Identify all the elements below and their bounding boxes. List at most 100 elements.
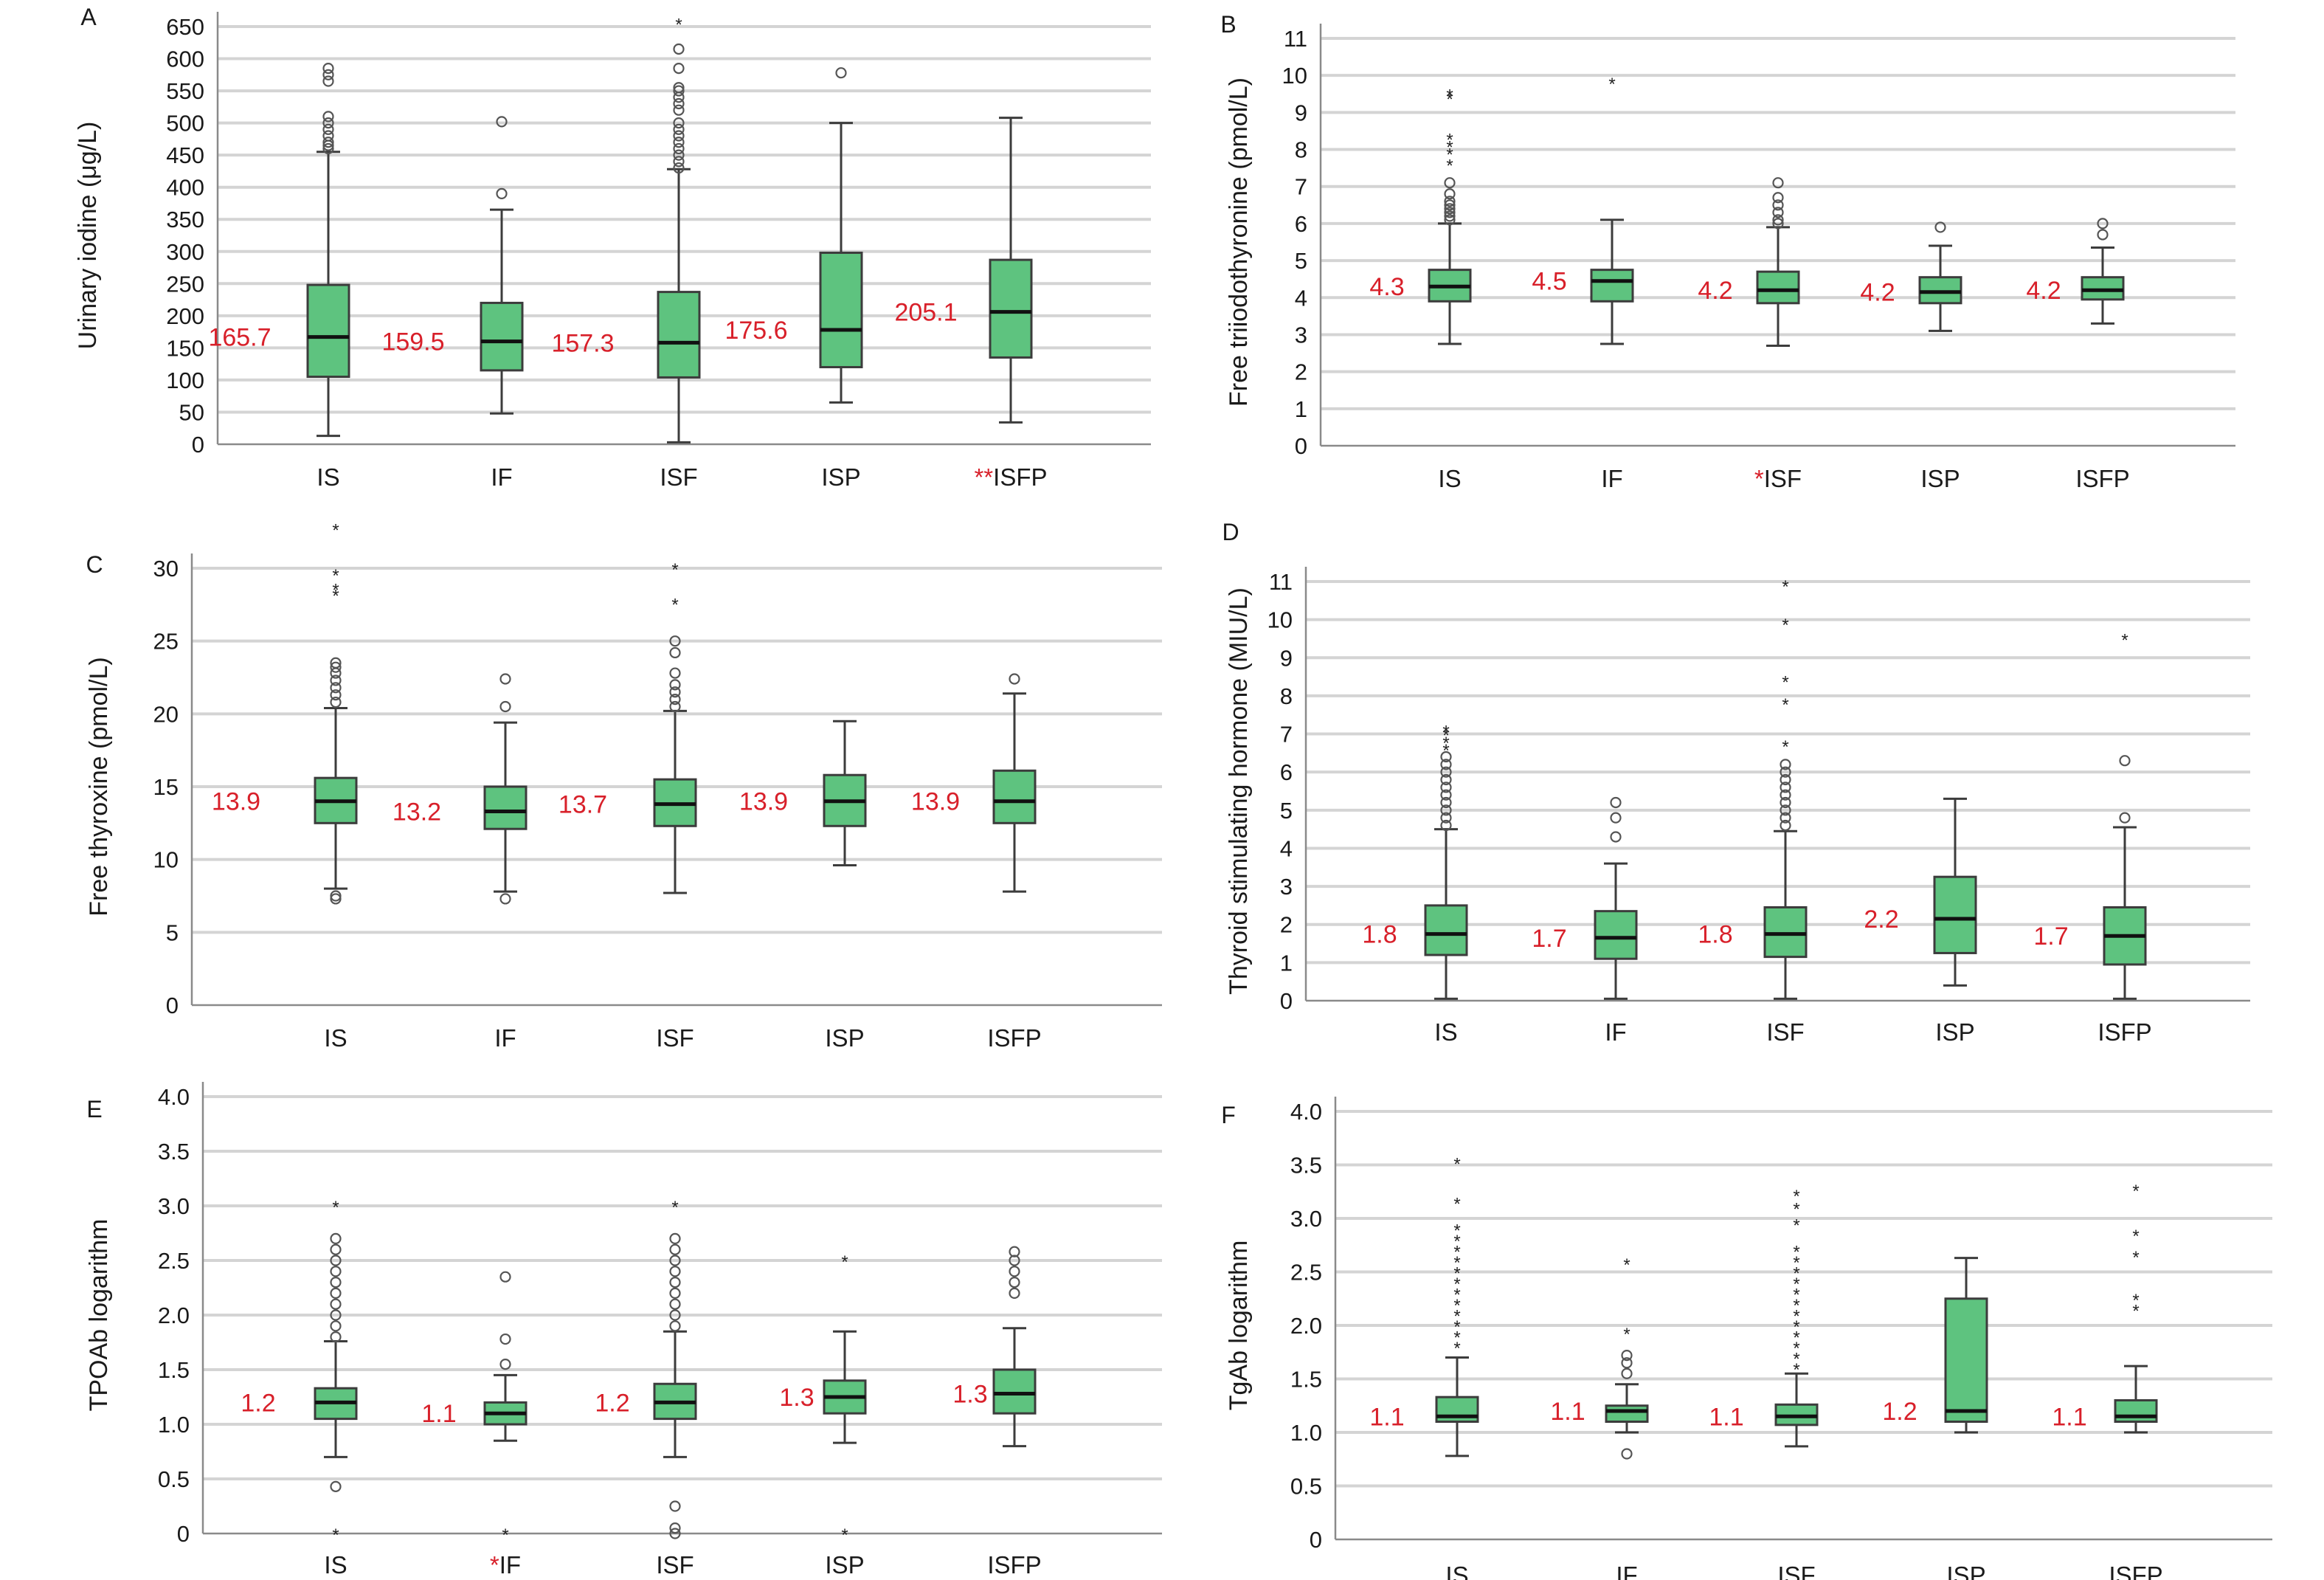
iqr-box xyxy=(1763,905,1808,959)
box-isfp xyxy=(992,673,1037,893)
iqr-box xyxy=(1605,1404,1649,1423)
extreme-point: * xyxy=(2132,1248,2139,1268)
y-tick-label: 7 xyxy=(1295,174,1307,200)
outlier-point xyxy=(1772,218,1784,230)
iqr-box xyxy=(992,769,1037,824)
outlier-point xyxy=(1009,1255,1020,1266)
outlier-point xyxy=(1444,177,1456,189)
y-tick-label: 450 xyxy=(166,142,204,168)
median-value-label: 13.9 xyxy=(212,788,260,816)
outlier-point xyxy=(669,1243,681,1255)
outlier-point xyxy=(673,130,685,142)
median-value-label: 1.7 xyxy=(1532,925,1566,953)
category-label: ISF xyxy=(1777,1562,1815,1580)
box-isf: * xyxy=(653,1198,697,1539)
y-tick-label: 3.5 xyxy=(158,1139,190,1165)
outlier-point xyxy=(499,1271,511,1283)
panel-d: D 0 1 2 3 4 5 6 7 8 9 10 11 Thyroid stimulating hormo… xyxy=(1222,519,2250,1046)
median-value-label: 13.7 xyxy=(558,791,607,819)
extreme-point: * xyxy=(2132,1227,2139,1246)
outlier-point xyxy=(1444,207,1456,218)
category-label: IS xyxy=(317,463,339,491)
category-label: IS xyxy=(1438,465,1461,492)
outlier-point xyxy=(1621,1448,1633,1460)
category-label: *ISF xyxy=(1754,465,1802,492)
outlier-point xyxy=(499,700,511,713)
outlier-point xyxy=(1780,819,1791,832)
category-name: IS xyxy=(1445,1562,1468,1580)
outlier-point xyxy=(499,1333,511,1345)
box-isf: ** xyxy=(653,560,697,894)
box-if: * xyxy=(1590,75,1634,345)
outlier-point xyxy=(669,1276,681,1289)
extreme-point: * xyxy=(1793,1328,1799,1348)
outlier-point xyxy=(1621,1349,1633,1362)
outlier-point xyxy=(669,1255,681,1266)
outlier-point xyxy=(330,1320,342,1332)
y-tick-label: 300 xyxy=(166,239,204,265)
panel-letter: B xyxy=(1220,11,1236,38)
median-value-label: 157.3 xyxy=(551,329,614,357)
median-value-label: 1.2 xyxy=(241,1389,275,1417)
extreme-point: * xyxy=(1453,1274,1460,1294)
outlier-point xyxy=(1440,759,1452,770)
outlier-point xyxy=(1780,796,1791,809)
median-value-label: 1.1 xyxy=(1550,1398,1585,1426)
box-isfp xyxy=(989,117,1033,424)
extreme-point: * xyxy=(332,581,339,601)
outlier-point xyxy=(673,149,685,161)
iqr-box xyxy=(1756,270,1800,305)
panel-letter: A xyxy=(80,4,97,30)
extreme-point: * xyxy=(2132,1291,2139,1311)
category-name: ISP xyxy=(1946,1562,1985,1580)
extreme-point: * xyxy=(1793,1264,1799,1284)
box-if xyxy=(480,116,524,415)
panel-b: B 0 1 2 3 4 5 6 7 8 9 10 11 Free triiodothyronine (pm… xyxy=(1220,11,2235,492)
outlier-point xyxy=(673,156,685,168)
extreme-point: * xyxy=(1793,1350,1799,1370)
category-name: ISFP xyxy=(987,1551,1041,1579)
category-name: ISP xyxy=(821,463,860,491)
significance-marker: * xyxy=(490,1551,499,1579)
outlier-point xyxy=(330,890,342,902)
y-tick-label: 2 xyxy=(1280,912,1293,938)
category-label: ISP xyxy=(825,1024,864,1052)
box-if: * xyxy=(483,1271,528,1545)
y-tick-label: 0 xyxy=(1310,1527,1322,1553)
iqr-box xyxy=(1944,1297,1988,1423)
category-label: ISF xyxy=(656,1024,694,1052)
box-isf: *************** xyxy=(1774,1187,1819,1448)
outlier-point xyxy=(1780,812,1791,824)
y-tick-label: 10 xyxy=(1268,607,1293,633)
outlier-point xyxy=(1440,804,1452,816)
extreme-point: * xyxy=(841,1525,848,1545)
median-value-label: 1.8 xyxy=(1362,921,1397,949)
y-tick-label: 4 xyxy=(1295,285,1307,311)
box-isfp xyxy=(2081,218,2125,325)
y-tick-label: 400 xyxy=(166,175,204,201)
outlier-point xyxy=(1440,789,1452,801)
outlier-point xyxy=(1610,796,1622,809)
extreme-point: * xyxy=(1453,1264,1460,1284)
extreme-point: * xyxy=(2132,1181,2139,1201)
y-tick-label: 7 xyxy=(1280,722,1293,748)
extreme-point: * xyxy=(2121,630,2128,650)
category-name: ISF xyxy=(1777,1562,1815,1580)
extreme-point: * xyxy=(1453,1296,1460,1316)
category-label: ISP xyxy=(1946,1562,1985,1580)
category-name: ISF xyxy=(656,1024,694,1052)
extreme-point: * xyxy=(1453,1328,1460,1348)
extreme-point: * xyxy=(1453,1286,1460,1305)
outlier-point xyxy=(669,679,681,691)
outlier-point xyxy=(322,123,334,135)
outlier-point xyxy=(1440,819,1452,832)
median-value-label: 13.9 xyxy=(911,788,960,816)
outlier-point xyxy=(1009,1287,1020,1300)
outlier-point xyxy=(673,43,685,55)
outlier-point xyxy=(1009,1276,1020,1289)
box-if xyxy=(1594,796,1638,1000)
extreme-point: * xyxy=(675,15,682,35)
category-label: ISF xyxy=(656,1551,694,1579)
extreme-point: * xyxy=(1453,1307,1460,1327)
y-tick-label: 20 xyxy=(153,701,179,727)
